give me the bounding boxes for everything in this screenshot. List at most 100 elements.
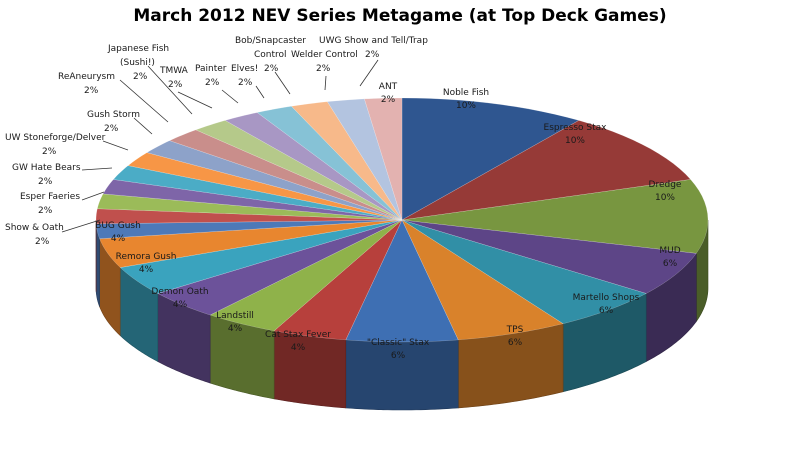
slice-value-19: 2% [168, 80, 183, 90]
slice-3 [401, 219, 697, 294]
slice-label-18: (Sushi!) [120, 58, 155, 68]
slice-label-10: Remora Gush [116, 252, 177, 262]
leader-line-19 [177, 91, 213, 109]
slice-20 [195, 120, 403, 221]
slice-12 [95, 219, 403, 239]
slice-value-7: 4% [291, 343, 306, 353]
leader-line-15 [102, 140, 129, 151]
slice-callout-16: Gush Storm 2% [87, 110, 140, 134]
slice-6 [345, 219, 459, 343]
slice-value-2: 10% [655, 193, 675, 203]
slice-value-3: 6% [663, 259, 678, 269]
leader-line-21 [255, 85, 265, 99]
leader-line-22 [274, 71, 291, 95]
slice-value-5: 6% [508, 338, 523, 348]
slice-7 [273, 219, 403, 341]
slice-label-5: TPS [506, 325, 524, 335]
slice-19 [168, 129, 403, 221]
slice-10 [119, 219, 403, 294]
slice-side-7 [273, 330, 347, 409]
slice-label-15: UW Stoneforge/Delver [5, 133, 106, 143]
leader-line-17 [119, 79, 169, 123]
slice-label-25: ANT [379, 82, 398, 92]
slice-value-12: 2% [35, 237, 50, 247]
slice-callout-15: UW Stoneforge/Delver 2% [5, 133, 106, 157]
pie-top [95, 97, 709, 343]
slice-label-0: Noble Fish [443, 88, 489, 98]
slice-18 [146, 140, 403, 221]
slice-label-12: Show & Oath [5, 223, 64, 233]
slice-value-21: 2% [238, 78, 253, 88]
leader-line-23 [324, 75, 327, 91]
slice-value-1: 10% [565, 136, 585, 146]
slice-value-24: 2% [365, 50, 380, 60]
slice-value-17: 2% [84, 86, 99, 96]
slice-17 [127, 152, 403, 221]
slice-value-8: 4% [228, 324, 243, 334]
slice-label-23: Welder Control [291, 50, 358, 60]
slice-label-19: TMWA [159, 66, 189, 76]
slice-value-11: 4% [111, 234, 126, 244]
slice-value-13: 2% [38, 206, 53, 216]
pie-sides [95, 219, 709, 411]
slice-value-18: 2% [133, 72, 148, 82]
leader-lines [61, 59, 379, 233]
slice-value-10: 4% [139, 265, 154, 275]
leader-line-12 [61, 219, 101, 233]
leader-line-13 [81, 191, 105, 201]
slice-value-14: 2% [38, 177, 53, 187]
leader-line-24 [359, 59, 379, 87]
slice-callout-14: GW Hate Bears 2% [12, 163, 81, 187]
slice-21 [224, 112, 403, 221]
slice-callout-12: Show & Oath 2% [5, 223, 64, 247]
slice-label-13: Esper Faeries [20, 192, 80, 202]
slice-label-18: Japanese Fish [107, 44, 169, 54]
slice-8 [209, 219, 403, 332]
slice-11 [99, 219, 403, 268]
slice-callout-13: Esper Faeries 2% [20, 192, 80, 216]
slice-23 [290, 101, 403, 221]
slice-value-15: 2% [42, 147, 57, 157]
slice-callout-20: Painter 2% [195, 64, 227, 88]
slice-25 [364, 97, 403, 221]
slice-2 [401, 179, 709, 254]
slice-22 [256, 105, 403, 221]
slice-value-9: 4% [173, 300, 188, 310]
slice-label-2: Dredge [649, 180, 682, 190]
slice-callout-17: ReAneurysm 2% [58, 72, 115, 96]
slice-label-11: BUG Gush [95, 221, 141, 231]
leader-line-16 [133, 117, 153, 135]
slice-label-8: Landstill [216, 311, 254, 321]
leader-line-14 [81, 167, 113, 171]
slice-label-4: Martello Shops [573, 293, 640, 303]
slice-13 [95, 208, 403, 225]
slice-labels: Noble Fish 10% Espresso Stax 10% Dredge 10% MU… [5, 36, 682, 361]
slice-label-9: Demon Oath [151, 287, 208, 297]
slice-15 [102, 179, 403, 221]
slice-callout-24: UWG Show and Tell/Trap 2% [319, 36, 428, 60]
slice-value-4: 6% [599, 306, 614, 316]
slice-callout-22: Bob/Snapcaster Control 2% [235, 36, 306, 74]
slice-callout-18: Japanese Fish (Sushi!) 2% [107, 44, 169, 82]
slice-value-25: 2% [381, 95, 396, 105]
slice-label-17: ReAneurysm [58, 72, 115, 82]
slice-label-3: MUD [659, 246, 680, 256]
slice-value-22: 2% [264, 64, 279, 74]
slice-label-6: "Classic" Stax [367, 338, 430, 348]
chart-title: March 2012 NEV Series Metagame (at Top D… [133, 6, 667, 26]
slice-value-6: 6% [391, 351, 406, 361]
slice-1 [401, 120, 692, 221]
slice-label-20: Painter [195, 64, 227, 74]
slice-0 [401, 97, 580, 221]
slice-label-24: UWG Show and Tell/Trap [319, 36, 428, 46]
slice-4 [401, 219, 647, 324]
slice-14 [96, 193, 403, 221]
slice-label-16: Gush Storm [87, 110, 140, 120]
slice-24 [326, 98, 403, 221]
slice-label-21: Elves! [231, 64, 258, 74]
slice-value-0: 10% [456, 101, 476, 111]
slice-label-1: Espresso Stax [544, 123, 608, 133]
leader-line-20 [221, 89, 239, 104]
slice-callout-21: Elves! 2% [231, 64, 258, 88]
